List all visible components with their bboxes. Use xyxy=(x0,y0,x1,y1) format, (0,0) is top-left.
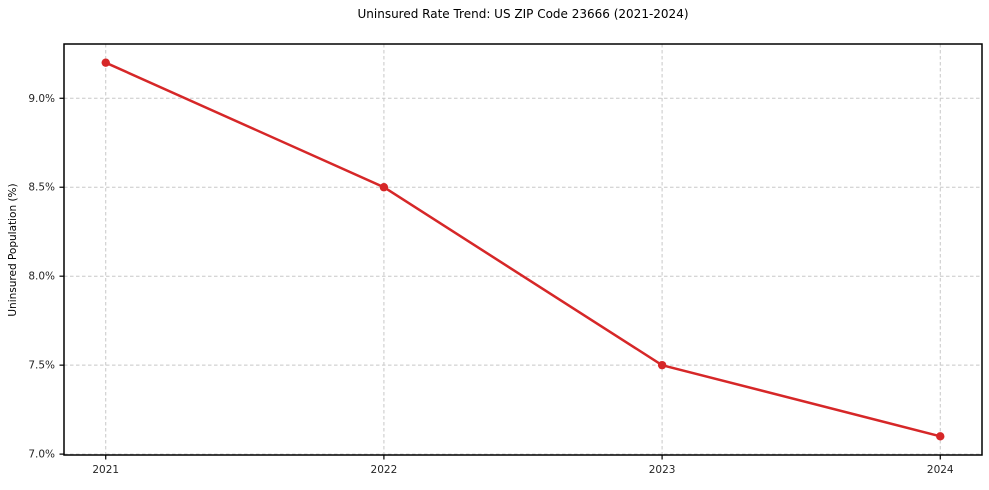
x-tick-label: 2024 xyxy=(927,464,954,476)
y-tick-label: 7.5% xyxy=(28,360,55,372)
x-tick-label: 2022 xyxy=(371,464,398,476)
y-tick-label: 8.5% xyxy=(28,182,55,194)
trend-line xyxy=(104,61,942,438)
data-point xyxy=(936,432,945,441)
data-point xyxy=(379,183,389,192)
y-tick-label: 7.0% xyxy=(28,449,55,461)
data-point xyxy=(101,58,110,67)
y-tick-label: 8.0% xyxy=(28,271,55,283)
data-point xyxy=(657,360,667,370)
chart-title: Uninsured Rate Trend: US ZIP Code 23666 … xyxy=(357,7,689,21)
y-tick-label: 9.0% xyxy=(28,93,55,105)
x-tick-label: 2021 xyxy=(92,464,119,476)
x-tick-label: 2023 xyxy=(649,464,676,476)
plot-border xyxy=(63,43,983,456)
y-axis-label: Uninsured Population (%) xyxy=(7,183,19,317)
